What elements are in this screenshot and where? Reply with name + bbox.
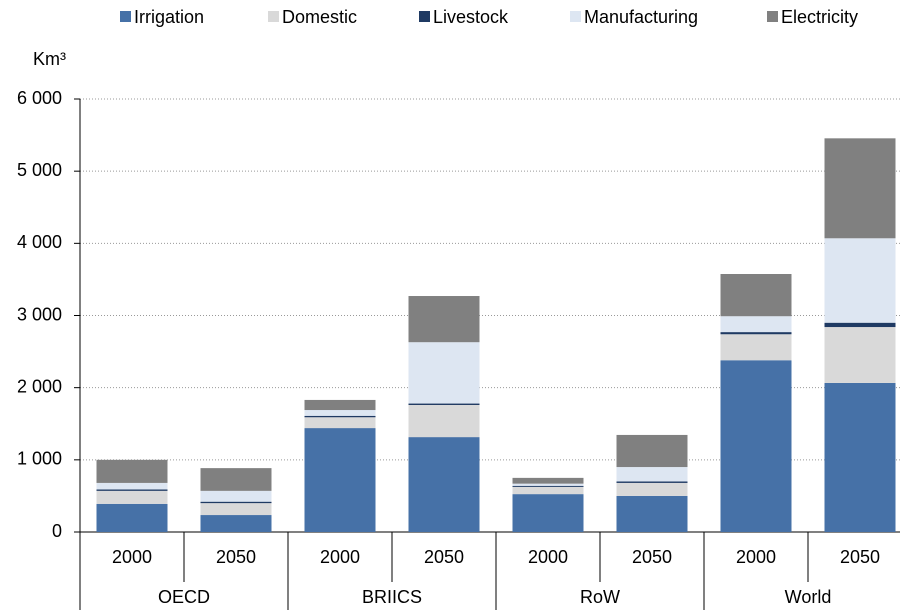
- bar-segment: [408, 342, 480, 404]
- bar-segment: [408, 437, 480, 532]
- legend-swatch: [268, 11, 279, 22]
- bar-segment: [200, 501, 272, 504]
- x-tick-label: 2000: [528, 547, 568, 567]
- bar-segment: [512, 477, 584, 484]
- legend-label: Irrigation: [134, 7, 204, 27]
- bar-segment: [200, 503, 272, 516]
- bar-segment: [304, 399, 376, 411]
- bar-segment: [720, 334, 792, 361]
- bar-segment: [304, 417, 376, 429]
- bar-segment: [616, 467, 688, 482]
- legend-label: Manufacturing: [584, 7, 698, 27]
- group-label: RoW: [580, 587, 620, 607]
- y-tick-label: 0: [52, 521, 62, 541]
- group-label: BRIICS: [362, 587, 422, 607]
- bar-segment: [616, 495, 688, 532]
- bar-segment: [408, 404, 480, 438]
- bar-segment: [200, 468, 272, 491]
- bar-segment: [512, 485, 584, 487]
- bar-segment: [616, 481, 688, 483]
- bar-segment: [824, 382, 896, 532]
- y-axis-label: Km³: [33, 49, 66, 69]
- legend-swatch: [120, 11, 131, 22]
- y-tick-label: 3 000: [17, 304, 62, 324]
- bar-segment: [824, 238, 896, 323]
- bar-segment: [304, 410, 376, 416]
- x-tick-label: 2000: [112, 547, 152, 567]
- legend-swatch: [570, 11, 581, 22]
- bar-segment: [200, 490, 272, 502]
- bar-segment: [720, 316, 792, 333]
- y-tick-label: 4 000: [17, 232, 62, 252]
- bar-segment: [96, 503, 168, 532]
- bar-segment: [824, 327, 896, 383]
- legend-swatch: [767, 11, 778, 22]
- bar-segment: [824, 322, 896, 328]
- legend-label: Electricity: [781, 7, 858, 27]
- group-label: OECD: [158, 587, 210, 607]
- y-tick-label: 2 000: [17, 376, 62, 396]
- y-tick-label: 6 000: [17, 88, 62, 108]
- group-label: World: [785, 587, 832, 607]
- bar-segment: [200, 515, 272, 532]
- bar-segment: [304, 428, 376, 532]
- bar-segment: [96, 482, 168, 490]
- x-tick-label: 2050: [424, 547, 464, 567]
- x-tick-label: 2050: [632, 547, 672, 567]
- bar-segment: [616, 482, 688, 496]
- bar-segment: [512, 494, 584, 532]
- x-tick-label: 2050: [216, 547, 256, 567]
- bar-segment: [96, 459, 168, 483]
- y-tick-label: 1 000: [17, 449, 62, 469]
- bar-segment: [96, 490, 168, 504]
- bar-segment: [512, 486, 584, 495]
- bar-segment: [304, 415, 376, 418]
- bar-segment: [408, 403, 480, 405]
- bar-segment: [616, 434, 688, 468]
- bar-segment: [720, 360, 792, 532]
- x-tick-label: 2050: [840, 547, 880, 567]
- bar-segment: [96, 489, 168, 491]
- x-tick-label: 2000: [320, 547, 360, 567]
- x-tick-label: 2000: [736, 547, 776, 567]
- legend-label: Domestic: [282, 7, 357, 27]
- y-tick-label: 5 000: [17, 160, 62, 180]
- bar-segment: [824, 138, 896, 239]
- legend-label: Livestock: [433, 7, 509, 27]
- bar-segment: [408, 296, 480, 343]
- bar-segment: [720, 274, 792, 317]
- bar-segment: [720, 332, 792, 335]
- legend-swatch: [419, 11, 430, 22]
- bar-segment: [512, 483, 584, 486]
